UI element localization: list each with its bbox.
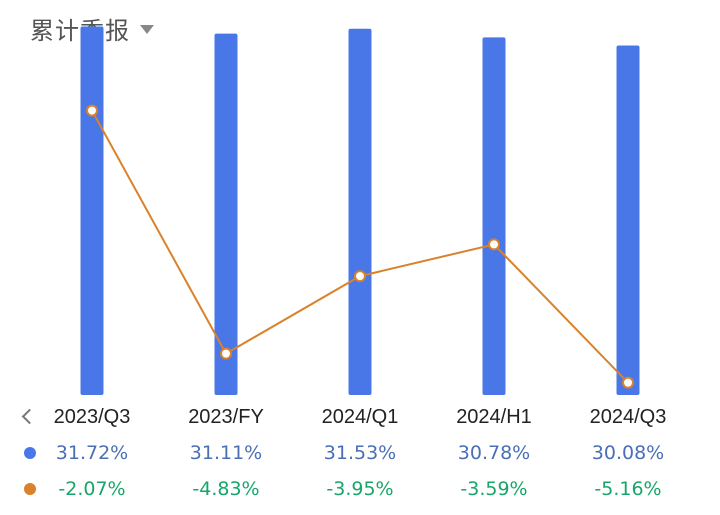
line-value-label-0: -2.07% <box>58 478 126 500</box>
line-value-label-4: -5.16% <box>594 478 662 500</box>
line-value-label-3: -3.59% <box>460 478 528 500</box>
bar-2024/Q1[interactable] <box>348 28 372 396</box>
bar-value-label-0: 31.72% <box>55 442 129 464</box>
bar-value-label-1: 31.11% <box>189 442 263 464</box>
report-period-title: 累计季报 <box>30 16 130 45</box>
line-series-values: -2.07% -4.83% -3.95% -3.59% -5.16% <box>0 472 720 506</box>
x-tick-label-2: 2024/Q1 <box>321 406 399 428</box>
bar-2024/Q3[interactable] <box>616 45 640 396</box>
x-tick-label-0: 2023/Q3 <box>53 406 131 428</box>
line-series-legend-dot <box>24 483 36 495</box>
line-point-2023/FY[interactable] <box>220 347 232 360</box>
line-point-2024/H1[interactable] <box>488 238 500 251</box>
x-tick-label-3: 2024/H1 <box>456 406 532 428</box>
line-value-label-1: -4.83% <box>192 478 260 500</box>
bar-series <box>80 26 640 396</box>
bar-series-legend-dot <box>24 447 36 459</box>
x-tick-label-1: 2023/FY <box>188 406 264 428</box>
line-point-2024/Q3[interactable] <box>622 376 634 389</box>
combo-chart <box>80 26 640 396</box>
bar-series-values: 31.72% 31.11% 31.53% 30.78% 30.08% <box>0 436 720 470</box>
line-point-2023/Q3[interactable] <box>86 104 98 117</box>
x-tick-label-4: 2024/Q3 <box>589 406 667 428</box>
x-axis-labels: 2023/Q3 2023/FY 2024/Q1 2024/H1 2024/Q3 <box>0 400 720 434</box>
bar-value-label-2: 31.53% <box>323 442 397 464</box>
line-value-label-2: -3.95% <box>326 478 394 500</box>
bar-2023/FY[interactable] <box>214 33 238 395</box>
line-series <box>86 104 634 389</box>
bar-value-label-3: 30.78% <box>457 442 531 464</box>
line-point-2024/Q1[interactable] <box>354 270 366 283</box>
bar-2024/H1[interactable] <box>482 37 506 396</box>
bar-value-label-4: 30.08% <box>591 442 665 464</box>
caret-down-icon[interactable] <box>140 25 154 34</box>
bar-2023/Q3[interactable] <box>80 26 104 396</box>
report-period-selector[interactable]: 累计季报 <box>30 10 154 46</box>
